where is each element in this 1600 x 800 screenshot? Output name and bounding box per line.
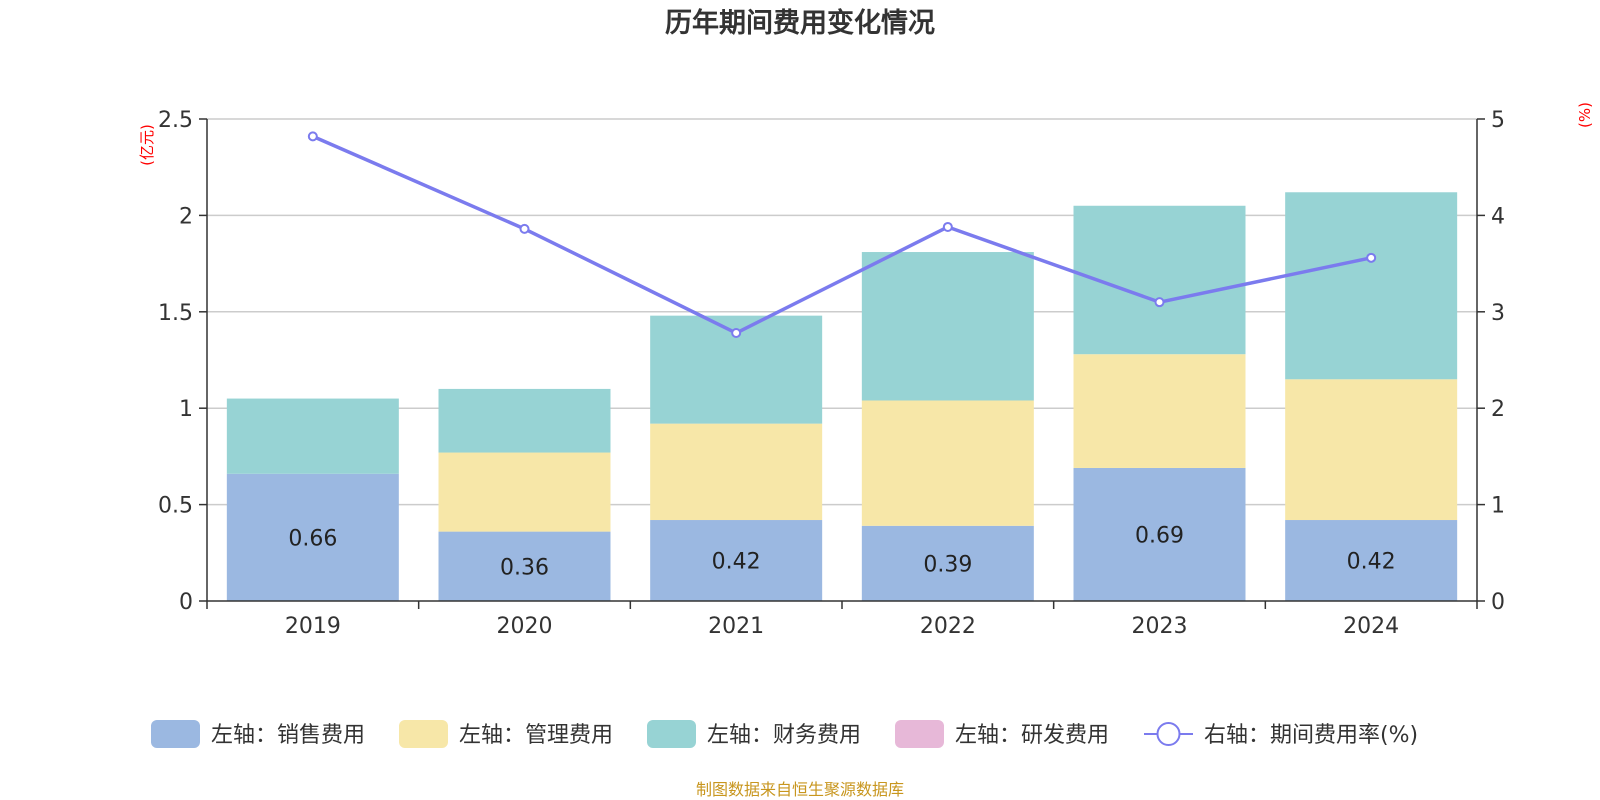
bar-segment[interactable] bbox=[861, 525, 1034, 601]
left-tick-label: 1.5 bbox=[158, 301, 193, 326]
bar-segment[interactable] bbox=[1285, 192, 1458, 380]
legend-label: 左轴：管理费用 bbox=[459, 723, 613, 748]
bar-segment[interactable] bbox=[650, 423, 823, 521]
right-tick-label: 1 bbox=[1491, 494, 1505, 519]
bar-data-label: 0.42 bbox=[712, 550, 761, 575]
bar-segment[interactable] bbox=[226, 473, 399, 601]
left-tick-label: 2.5 bbox=[158, 108, 193, 133]
bar-segment[interactable] bbox=[861, 252, 1034, 401]
bar-segment[interactable] bbox=[1073, 354, 1246, 468]
source-note: 制图数据来自恒生聚源数据库 bbox=[696, 780, 904, 799]
x-tick-label: 2022 bbox=[920, 614, 976, 639]
legend-circle-marker bbox=[1156, 722, 1181, 746]
line-series bbox=[307, 131, 1377, 339]
line-point[interactable] bbox=[307, 131, 318, 142]
legend-label: 左轴：研发费用 bbox=[955, 723, 1109, 748]
legend-item[interactable]: 左轴：管理费用 bbox=[399, 720, 613, 748]
bar-segment[interactable] bbox=[650, 520, 823, 601]
bar-series bbox=[226, 192, 1458, 601]
bar-segment[interactable] bbox=[1285, 379, 1458, 521]
left-axis-unit-label: (亿元) bbox=[138, 124, 156, 166]
right-tick-label: 2 bbox=[1491, 397, 1505, 422]
bar-segment[interactable] bbox=[1073, 467, 1246, 601]
bar-segment[interactable] bbox=[438, 452, 611, 532]
legend-label: 左轴：财务费用 bbox=[707, 723, 861, 748]
legend-swatch bbox=[399, 720, 448, 748]
legend-swatch bbox=[895, 720, 944, 748]
line-point[interactable] bbox=[942, 221, 953, 232]
bar-data-label: 0.36 bbox=[500, 555, 549, 580]
bar-labels: 0.66 0.36 0.42 0.39 0.69 0.42 bbox=[288, 523, 1395, 580]
x-tick-label: 2021 bbox=[708, 614, 764, 639]
bar-segment[interactable] bbox=[1285, 520, 1458, 601]
legend-item[interactable]: 左轴：财务费用 bbox=[647, 720, 861, 748]
bar-segment[interactable] bbox=[438, 388, 611, 453]
bar-data-label: 0.42 bbox=[1347, 550, 1396, 575]
bar-data-label: 0.39 bbox=[923, 552, 972, 577]
bar-segment[interactable] bbox=[861, 400, 1034, 526]
bar-segment[interactable] bbox=[438, 531, 611, 601]
legend[interactable]: 左轴：销售费用 左轴：管理费用 左轴：财务费用 左轴：研发费用 右轴：期间费用率(%) bbox=[151, 720, 1418, 748]
legend-swatch bbox=[151, 720, 200, 748]
line-point[interactable] bbox=[519, 223, 530, 234]
x-tick-label: 2023 bbox=[1132, 614, 1188, 639]
left-tick-label: 2 bbox=[179, 204, 193, 229]
legend-item[interactable]: 左轴：销售费用 bbox=[151, 720, 365, 748]
line-point[interactable] bbox=[1366, 252, 1377, 263]
left-tick-label: 0 bbox=[179, 590, 193, 615]
grid-lines bbox=[207, 118, 1477, 506]
axes: 0 0.5 1 1.5 2 2.5 0 1 2 3 4 5 2019 2020 2021 2022 2023 20… bbox=[158, 108, 1505, 639]
bar-data-label: 0.69 bbox=[1135, 523, 1184, 548]
left-tick-label: 0.5 bbox=[158, 494, 193, 519]
x-tick-label: 2020 bbox=[497, 614, 553, 639]
legend-item[interactable]: 右轴：期间费用率(%) bbox=[1144, 722, 1418, 748]
bar-segment[interactable] bbox=[226, 398, 399, 474]
right-tick-label: 4 bbox=[1491, 204, 1505, 229]
rate-line bbox=[312, 134, 1372, 335]
line-point[interactable] bbox=[1154, 297, 1165, 308]
right-tick-label: 3 bbox=[1491, 301, 1505, 326]
legend-label: 左轴：销售费用 bbox=[211, 723, 365, 748]
left-tick-label: 1 bbox=[179, 397, 193, 422]
x-tick-label: 2019 bbox=[285, 614, 341, 639]
right-tick-label: 5 bbox=[1491, 108, 1505, 133]
right-axis-unit-label: (%) bbox=[1576, 102, 1594, 128]
x-tick-label: 2024 bbox=[1343, 614, 1399, 639]
right-tick-label: 0 bbox=[1491, 590, 1505, 615]
legend-item[interactable]: 左轴：研发费用 bbox=[895, 720, 1109, 748]
legend-label: 右轴：期间费用率(%) bbox=[1204, 723, 1418, 748]
bar-data-label: 0.66 bbox=[288, 526, 337, 551]
line-point[interactable] bbox=[731, 328, 742, 339]
chart-title: 历年期间费用变化情况 bbox=[665, 7, 935, 39]
legend-swatch bbox=[647, 720, 696, 748]
